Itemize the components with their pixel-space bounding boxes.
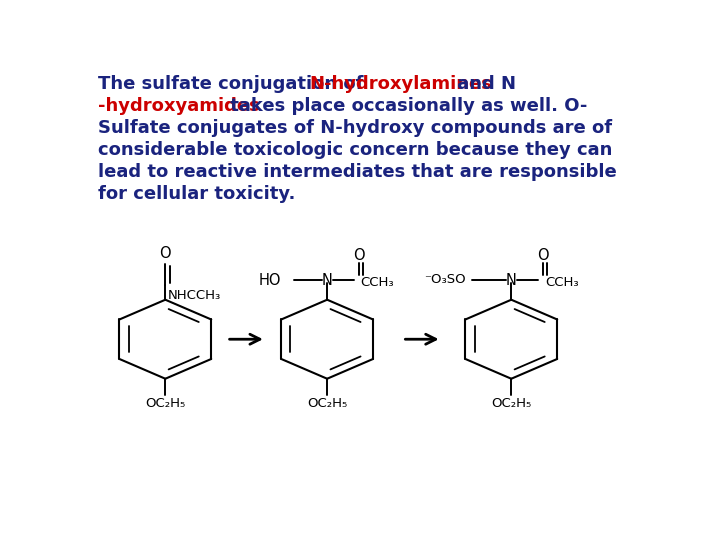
- Text: OC₂H₅: OC₂H₅: [491, 397, 531, 410]
- Text: -hydroxyamides: -hydroxyamides: [99, 97, 260, 115]
- Text: The sulfate conjugation of: The sulfate conjugation of: [99, 75, 370, 93]
- Text: and N: and N: [451, 75, 516, 93]
- Text: OC₂H₅: OC₂H₅: [307, 397, 347, 410]
- Text: N-hydroxylamines: N-hydroxylamines: [309, 75, 492, 93]
- Text: CCH₃: CCH₃: [545, 276, 578, 289]
- Text: O: O: [537, 248, 549, 263]
- Text: NHCCH₃: NHCCH₃: [168, 288, 221, 301]
- Text: CCH₃: CCH₃: [361, 276, 395, 289]
- Text: N: N: [506, 273, 517, 288]
- Text: lead to reactive intermediates that are responsible: lead to reactive intermediates that are …: [99, 163, 617, 181]
- Text: for cellular toxicity.: for cellular toxicity.: [99, 185, 296, 204]
- Text: O: O: [353, 248, 365, 263]
- Text: Sulfate conjugates of N-hydroxy compounds are of: Sulfate conjugates of N-hydroxy compound…: [99, 119, 613, 137]
- Text: ⁻O₃SO: ⁻O₃SO: [424, 273, 466, 286]
- Text: HO: HO: [259, 273, 282, 288]
- Text: considerable toxicologic concern because they can: considerable toxicologic concern because…: [99, 141, 613, 159]
- Text: N: N: [322, 273, 333, 288]
- Text: takes place occasionally as well. O-: takes place occasionally as well. O-: [224, 97, 587, 115]
- Text: OC₂H₅: OC₂H₅: [145, 397, 186, 410]
- Text: O: O: [160, 246, 171, 261]
